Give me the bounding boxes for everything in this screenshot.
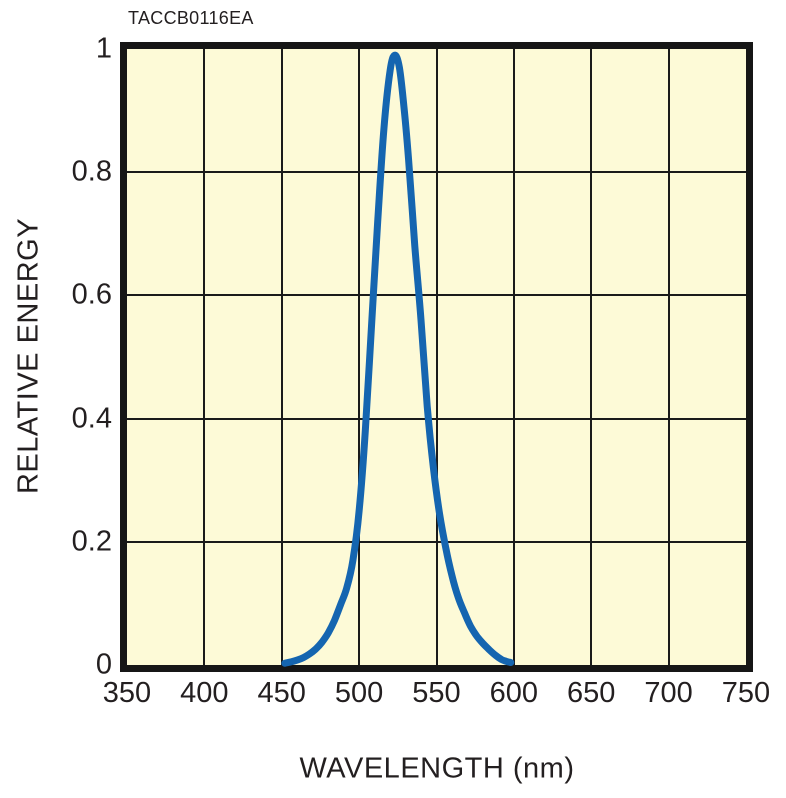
y-axis-title: RELATIVE ENERGY	[12, 217, 45, 495]
horizontal-gridline	[127, 171, 746, 174]
x-tick-label: 500	[334, 677, 384, 709]
x-tick-label: 550	[412, 677, 461, 709]
x-tick-label: 400	[180, 677, 229, 709]
horizontal-gridline	[127, 417, 746, 420]
horizontal-gridline	[127, 294, 746, 297]
x-axis-title: WAVELENGTH (nm)	[299, 752, 575, 785]
vertical-gridline	[280, 49, 283, 665]
y-tick-label: 0	[95, 648, 112, 681]
figure-code-label: TACCB0116EA	[128, 8, 254, 28]
y-tick-label: 0.6	[71, 278, 112, 311]
x-tick-label: 600	[489, 677, 539, 709]
vertical-gridline	[667, 49, 670, 665]
x-tick-label: 700	[644, 677, 693, 709]
vertical-gridline	[435, 49, 438, 665]
y-tick-label: 1	[95, 32, 112, 65]
x-tick-label: 450	[257, 677, 306, 709]
plot-area	[120, 42, 753, 672]
horizontal-gridline	[127, 540, 746, 543]
y-tick-label: 0.4	[71, 402, 112, 435]
x-tick-label: 750	[721, 677, 771, 709]
vertical-gridline	[590, 49, 593, 665]
vertical-gridline	[203, 49, 206, 665]
spectrum-line	[281, 51, 515, 667]
vertical-gridline	[512, 49, 515, 665]
emission-curve-svg	[281, 51, 515, 667]
y-tick-label: 0.8	[71, 155, 112, 188]
y-tick-label: 0.2	[71, 525, 112, 558]
vertical-gridline	[358, 49, 361, 665]
x-tick-label: 650	[567, 677, 616, 709]
x-tick-label: 350	[102, 677, 152, 709]
